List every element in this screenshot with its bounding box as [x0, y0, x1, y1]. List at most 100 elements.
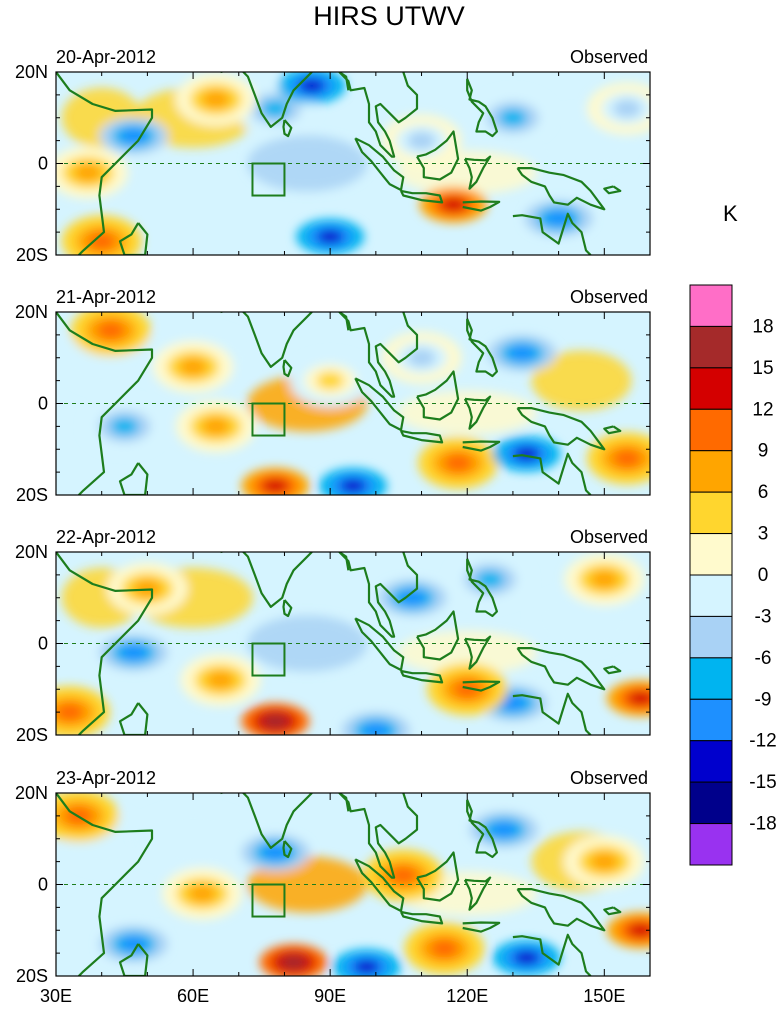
reference-box	[251, 642, 286, 677]
coastline	[354, 617, 405, 672]
anomaly-core	[201, 90, 230, 109]
reference-box	[251, 402, 286, 437]
reference-box	[251, 162, 286, 197]
map-field	[56, 312, 650, 495]
anomaly-core	[613, 449, 642, 468]
coastline	[466, 799, 498, 859]
map-panel-2: 20N 0 20S 21-Apr-2012 Observed	[15, 287, 651, 505]
panel-label: Observed	[570, 47, 648, 67]
y-tick-label: 0	[38, 394, 48, 414]
coastline	[462, 680, 501, 692]
coastline	[462, 200, 501, 212]
colorbar-tick-label: 9	[758, 441, 769, 462]
anomaly-band	[397, 630, 538, 675]
colorbar-swatch	[689, 698, 733, 742]
map-panel-3: 20N 0 20S 22-Apr-2012 Observed	[15, 527, 651, 745]
anomaly-band	[531, 350, 632, 411]
anomaly-band	[397, 390, 538, 435]
anomaly-core	[206, 671, 235, 690]
x-tick-label: 150E	[583, 986, 625, 1006]
coastline	[516, 888, 606, 932]
x-tick-label: 90E	[314, 986, 346, 1006]
anomaly-core	[353, 959, 380, 974]
x-tick-label: 60E	[177, 986, 209, 1006]
y-tick-label: 20S	[16, 966, 48, 986]
colorbar-swatch	[689, 657, 733, 700]
coastline	[462, 440, 501, 452]
coastline	[466, 558, 498, 618]
anomaly-core	[513, 446, 540, 461]
coastline	[338, 312, 350, 331]
anomaly-blobs	[56, 72, 650, 255]
coastline	[400, 669, 444, 684]
coastline	[220, 312, 313, 368]
anomaly-core	[490, 822, 517, 837]
coastline	[282, 599, 293, 618]
colorbar-swatch	[689, 491, 733, 535]
y-tick-label: 20S	[16, 725, 48, 745]
anomaly-core	[513, 950, 540, 965]
anomaly-core	[399, 590, 426, 605]
anomaly-core	[440, 197, 467, 212]
anomaly-core	[120, 645, 147, 660]
coastline	[416, 370, 460, 421]
anomaly-core	[96, 321, 125, 340]
coastline	[516, 167, 606, 211]
colorbar-swatch	[689, 408, 733, 452]
colorbar-tick-label: 6	[758, 482, 769, 503]
colorbar-swatch	[689, 325, 733, 369]
coastline	[400, 910, 444, 925]
y-tick-label: 0	[38, 634, 48, 654]
anomaly-core	[499, 695, 526, 710]
coastline	[338, 552, 419, 638]
colorbar: 18 15 12 9 6 3 0 -3 -6 -9 -12 -15 -18	[689, 284, 777, 866]
colorbar-units-label: K	[723, 201, 738, 226]
x-tick-label: 30E	[40, 986, 72, 1006]
anomaly-core	[407, 131, 436, 150]
x-tick-label: 120E	[446, 986, 488, 1006]
coastline	[220, 72, 313, 128]
anomaly-core	[362, 723, 389, 735]
y-tick-label: 20S	[16, 485, 48, 505]
anomaly-core	[110, 417, 139, 436]
colorbar-tick-label: -3	[755, 606, 772, 627]
panel-date: 20-Apr-2012	[56, 47, 156, 67]
map-panel-1: 20N 0 20S 20-Apr-2012 Observed	[15, 47, 651, 265]
colorbar-swatch	[689, 284, 733, 327]
coastline	[400, 429, 444, 444]
coastline	[220, 793, 313, 849]
anomaly-core	[179, 357, 208, 376]
colorbar-swatch	[689, 823, 733, 866]
anomaly-core	[262, 714, 289, 729]
colorbar-tick-label: 0	[758, 565, 769, 586]
anomaly-core	[590, 852, 619, 871]
coastline	[516, 647, 606, 691]
anomaly-core	[453, 680, 482, 699]
colorbar-tick-label: 15	[752, 358, 773, 379]
coastline	[282, 359, 293, 378]
coastline	[282, 119, 293, 138]
panel-date: 22-Apr-2012	[56, 527, 156, 547]
colorbar-swatch	[689, 367, 733, 410]
anomaly-core	[444, 453, 473, 472]
coastline	[603, 906, 622, 916]
panel-label: Observed	[570, 768, 648, 788]
coastline	[466, 78, 498, 138]
coastline	[354, 137, 405, 192]
coastline	[118, 222, 149, 255]
anomaly-core	[120, 129, 147, 144]
anomaly-core	[188, 884, 217, 903]
colorbar-swatch	[689, 781, 733, 825]
coastline	[463, 395, 492, 430]
anomaly-core	[389, 866, 418, 885]
coastline	[603, 665, 622, 675]
colorbar-swatch	[689, 615, 733, 659]
coastline	[338, 72, 350, 91]
coastline	[338, 72, 419, 158]
coastline	[56, 793, 154, 976]
panel-label: Observed	[570, 287, 648, 307]
coastline	[416, 851, 460, 902]
coastline	[400, 189, 444, 204]
map-field	[56, 72, 650, 255]
